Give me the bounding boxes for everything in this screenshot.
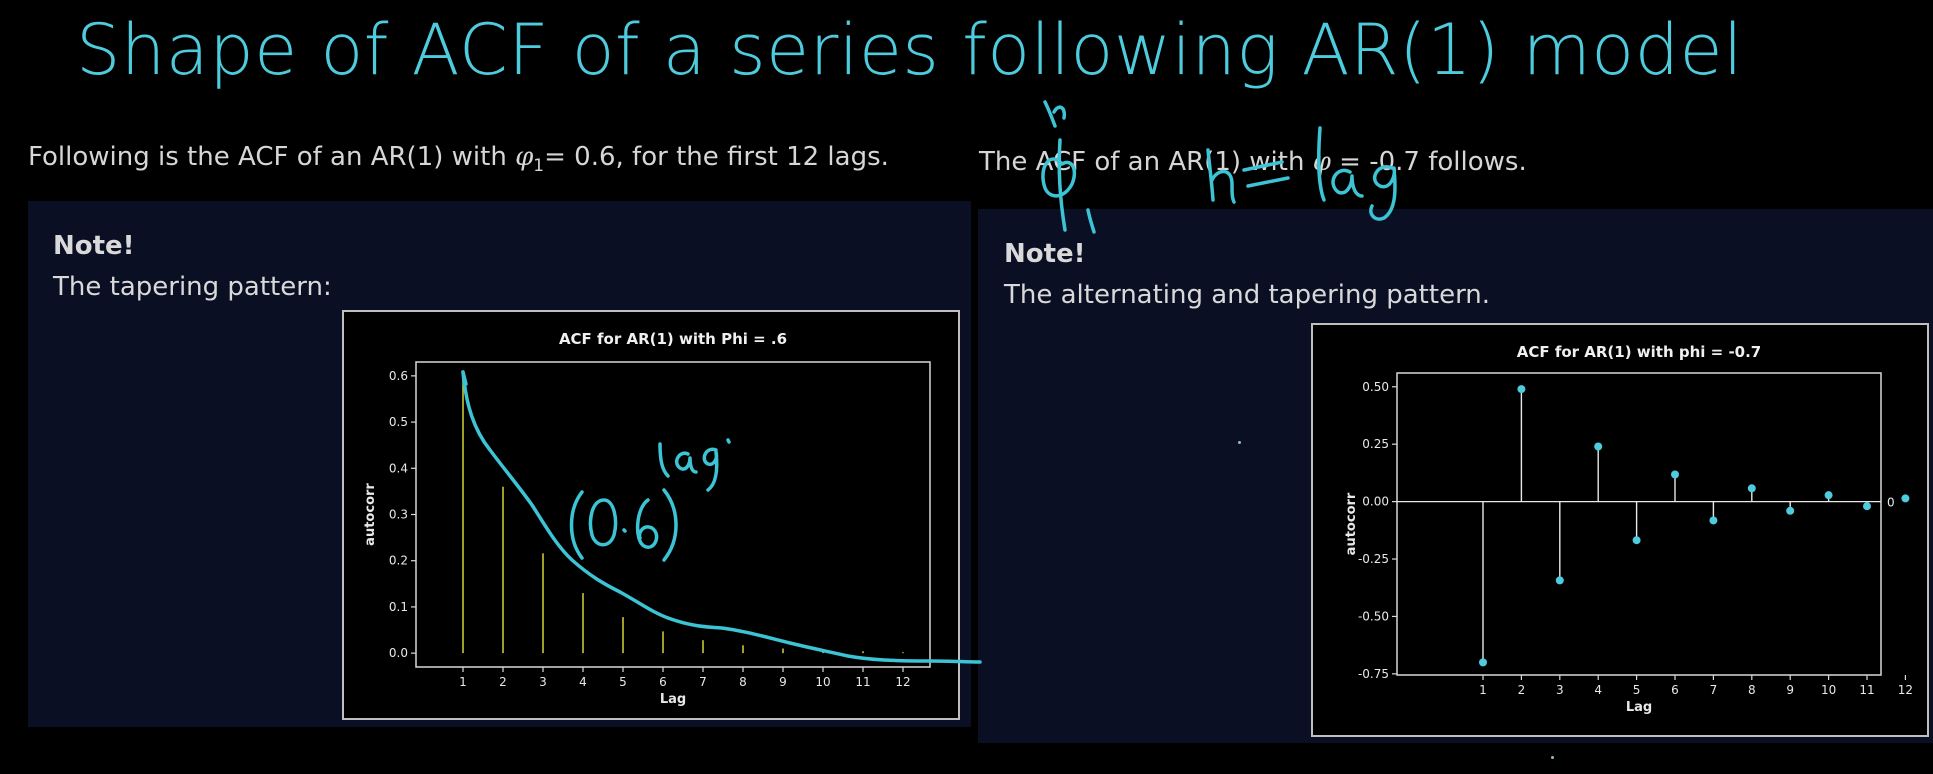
- acf-point: [1824, 491, 1833, 500]
- acf-point: [1594, 442, 1603, 451]
- x-tick-label: 4: [579, 675, 587, 689]
- x-tick-label: 5: [1633, 683, 1641, 697]
- chart-title: ACF for AR(1) with phi = -0.7: [1517, 343, 1762, 361]
- x-tick-label: 11: [855, 675, 870, 689]
- right-chart-frame: ACF for AR(1) with phi = -0.7 -0.75 -0.50 -…: [1311, 323, 1929, 737]
- x-tick-label: 6: [1671, 683, 1679, 697]
- x-tick-label: 8: [739, 675, 747, 689]
- left-chart-frame: ACF for AR(1) with Phi = .6 0.0 0.1 0.2 0.3 0…: [342, 310, 960, 720]
- y-tick-label: -0.25: [1358, 552, 1389, 566]
- y-tick-label: 0.00: [1362, 495, 1389, 509]
- x-tick-label: 1: [459, 675, 467, 689]
- x-tick-label: 8: [1748, 683, 1756, 697]
- x-tick-label: 12: [895, 675, 910, 689]
- right-intro-post: = -0.7 follows.: [1330, 147, 1527, 177]
- acf-point: [1555, 576, 1564, 585]
- acf-point: [1863, 502, 1871, 511]
- left-intro-pre: Following is the ACF of an AR(1) with: [28, 142, 516, 172]
- acf-point: [1747, 484, 1756, 493]
- acf-point: [1901, 494, 1910, 503]
- y-tick-label: 0.25: [1362, 437, 1389, 451]
- right-note-text: The alternating and tapering pattern.: [1004, 280, 1491, 310]
- left-note-text: The tapering pattern:: [53, 272, 332, 302]
- x-tick-label: 10: [1821, 683, 1836, 697]
- y-tick-label: 0.4: [389, 461, 408, 475]
- chart-title: ACF for AR(1) with Phi = .6: [559, 330, 787, 348]
- x-tick-label: 2: [1518, 683, 1526, 697]
- y-tick-label: 0.3: [389, 508, 408, 522]
- stray-dot: [1551, 756, 1554, 759]
- y-tick-label: 0.6: [389, 369, 408, 383]
- left-intro-post: = 0.6, for the first 12 lags.: [544, 142, 889, 172]
- acf-chart-phi-0.6: ACF for AR(1) with Phi = .6 0.0 0.1 0.2 0.3 0…: [363, 330, 931, 707]
- y-axis-label: autocorr: [1344, 492, 1359, 555]
- right-note-heading: Note!: [1004, 239, 1086, 269]
- x-tick-label: 12: [1898, 683, 1913, 697]
- acf-point: [1709, 516, 1718, 525]
- x-tick-label: 7: [699, 675, 707, 689]
- x-tick-label: 2: [499, 675, 507, 689]
- slide-title: Shape of ACF of a series following AR(1)…: [76, 9, 1744, 91]
- right-intro-pre: The ACF of an AR(1) with: [979, 147, 1313, 177]
- x-tick-label: 9: [1786, 683, 1794, 697]
- y-tick-label: 0.0: [389, 646, 408, 660]
- x-tick-label: 5: [619, 675, 627, 689]
- acf-point: [1786, 506, 1795, 515]
- x-tick-label: 3: [1556, 683, 1564, 697]
- x-tick-label: 1: [1479, 683, 1487, 697]
- stray-dot: [1238, 441, 1241, 444]
- x-axis-label: Lag: [660, 692, 686, 707]
- x-tick-label: 3: [539, 675, 547, 689]
- left-note-heading: Note!: [53, 231, 135, 261]
- left-intro: Following is the ACF of an AR(1) with φ1…: [28, 142, 889, 176]
- y-tick-label: -0.75: [1358, 667, 1389, 681]
- y-tick-label: 0.2: [389, 554, 408, 568]
- y-tick-label: -0.50: [1358, 609, 1389, 623]
- x-tick-label: 6: [659, 675, 667, 689]
- plot-border: [1396, 372, 1882, 676]
- acf-point: [1479, 658, 1487, 667]
- acf-point: [1517, 385, 1526, 394]
- phi-symbol-right: φ: [1312, 147, 1331, 177]
- ink-phi-h-letter: [1043, 100, 1067, 128]
- right-intro: The ACF of an AR(1) with φ = -0.7 follow…: [979, 147, 1527, 177]
- acf-point: [1671, 470, 1679, 479]
- acf-chart-phi-minus-0.7: ACF for AR(1) with phi = -0.7 -0.75 -0.50 -…: [1344, 343, 1913, 715]
- y-axis-label: autocorr: [363, 483, 378, 546]
- x-tick-label: 4: [1594, 683, 1602, 697]
- x-axis-label: Lag: [1626, 700, 1652, 715]
- plot-border: [415, 361, 931, 668]
- x-tick-label: 10: [815, 675, 830, 689]
- x-tick-label: 9: [779, 675, 787, 689]
- x-tick-label: 11: [1859, 683, 1874, 697]
- x-tick-label: 7: [1710, 683, 1718, 697]
- y-tick-label: 0.50: [1362, 380, 1389, 394]
- acf-point: [1632, 536, 1641, 545]
- phi-subscript: 1: [533, 156, 545, 177]
- y-tick-label: 0.5: [389, 415, 408, 429]
- y-tick-label: 0.1: [389, 600, 408, 614]
- zero-label: 0: [1887, 496, 1895, 510]
- phi-symbol: φ: [515, 142, 534, 172]
